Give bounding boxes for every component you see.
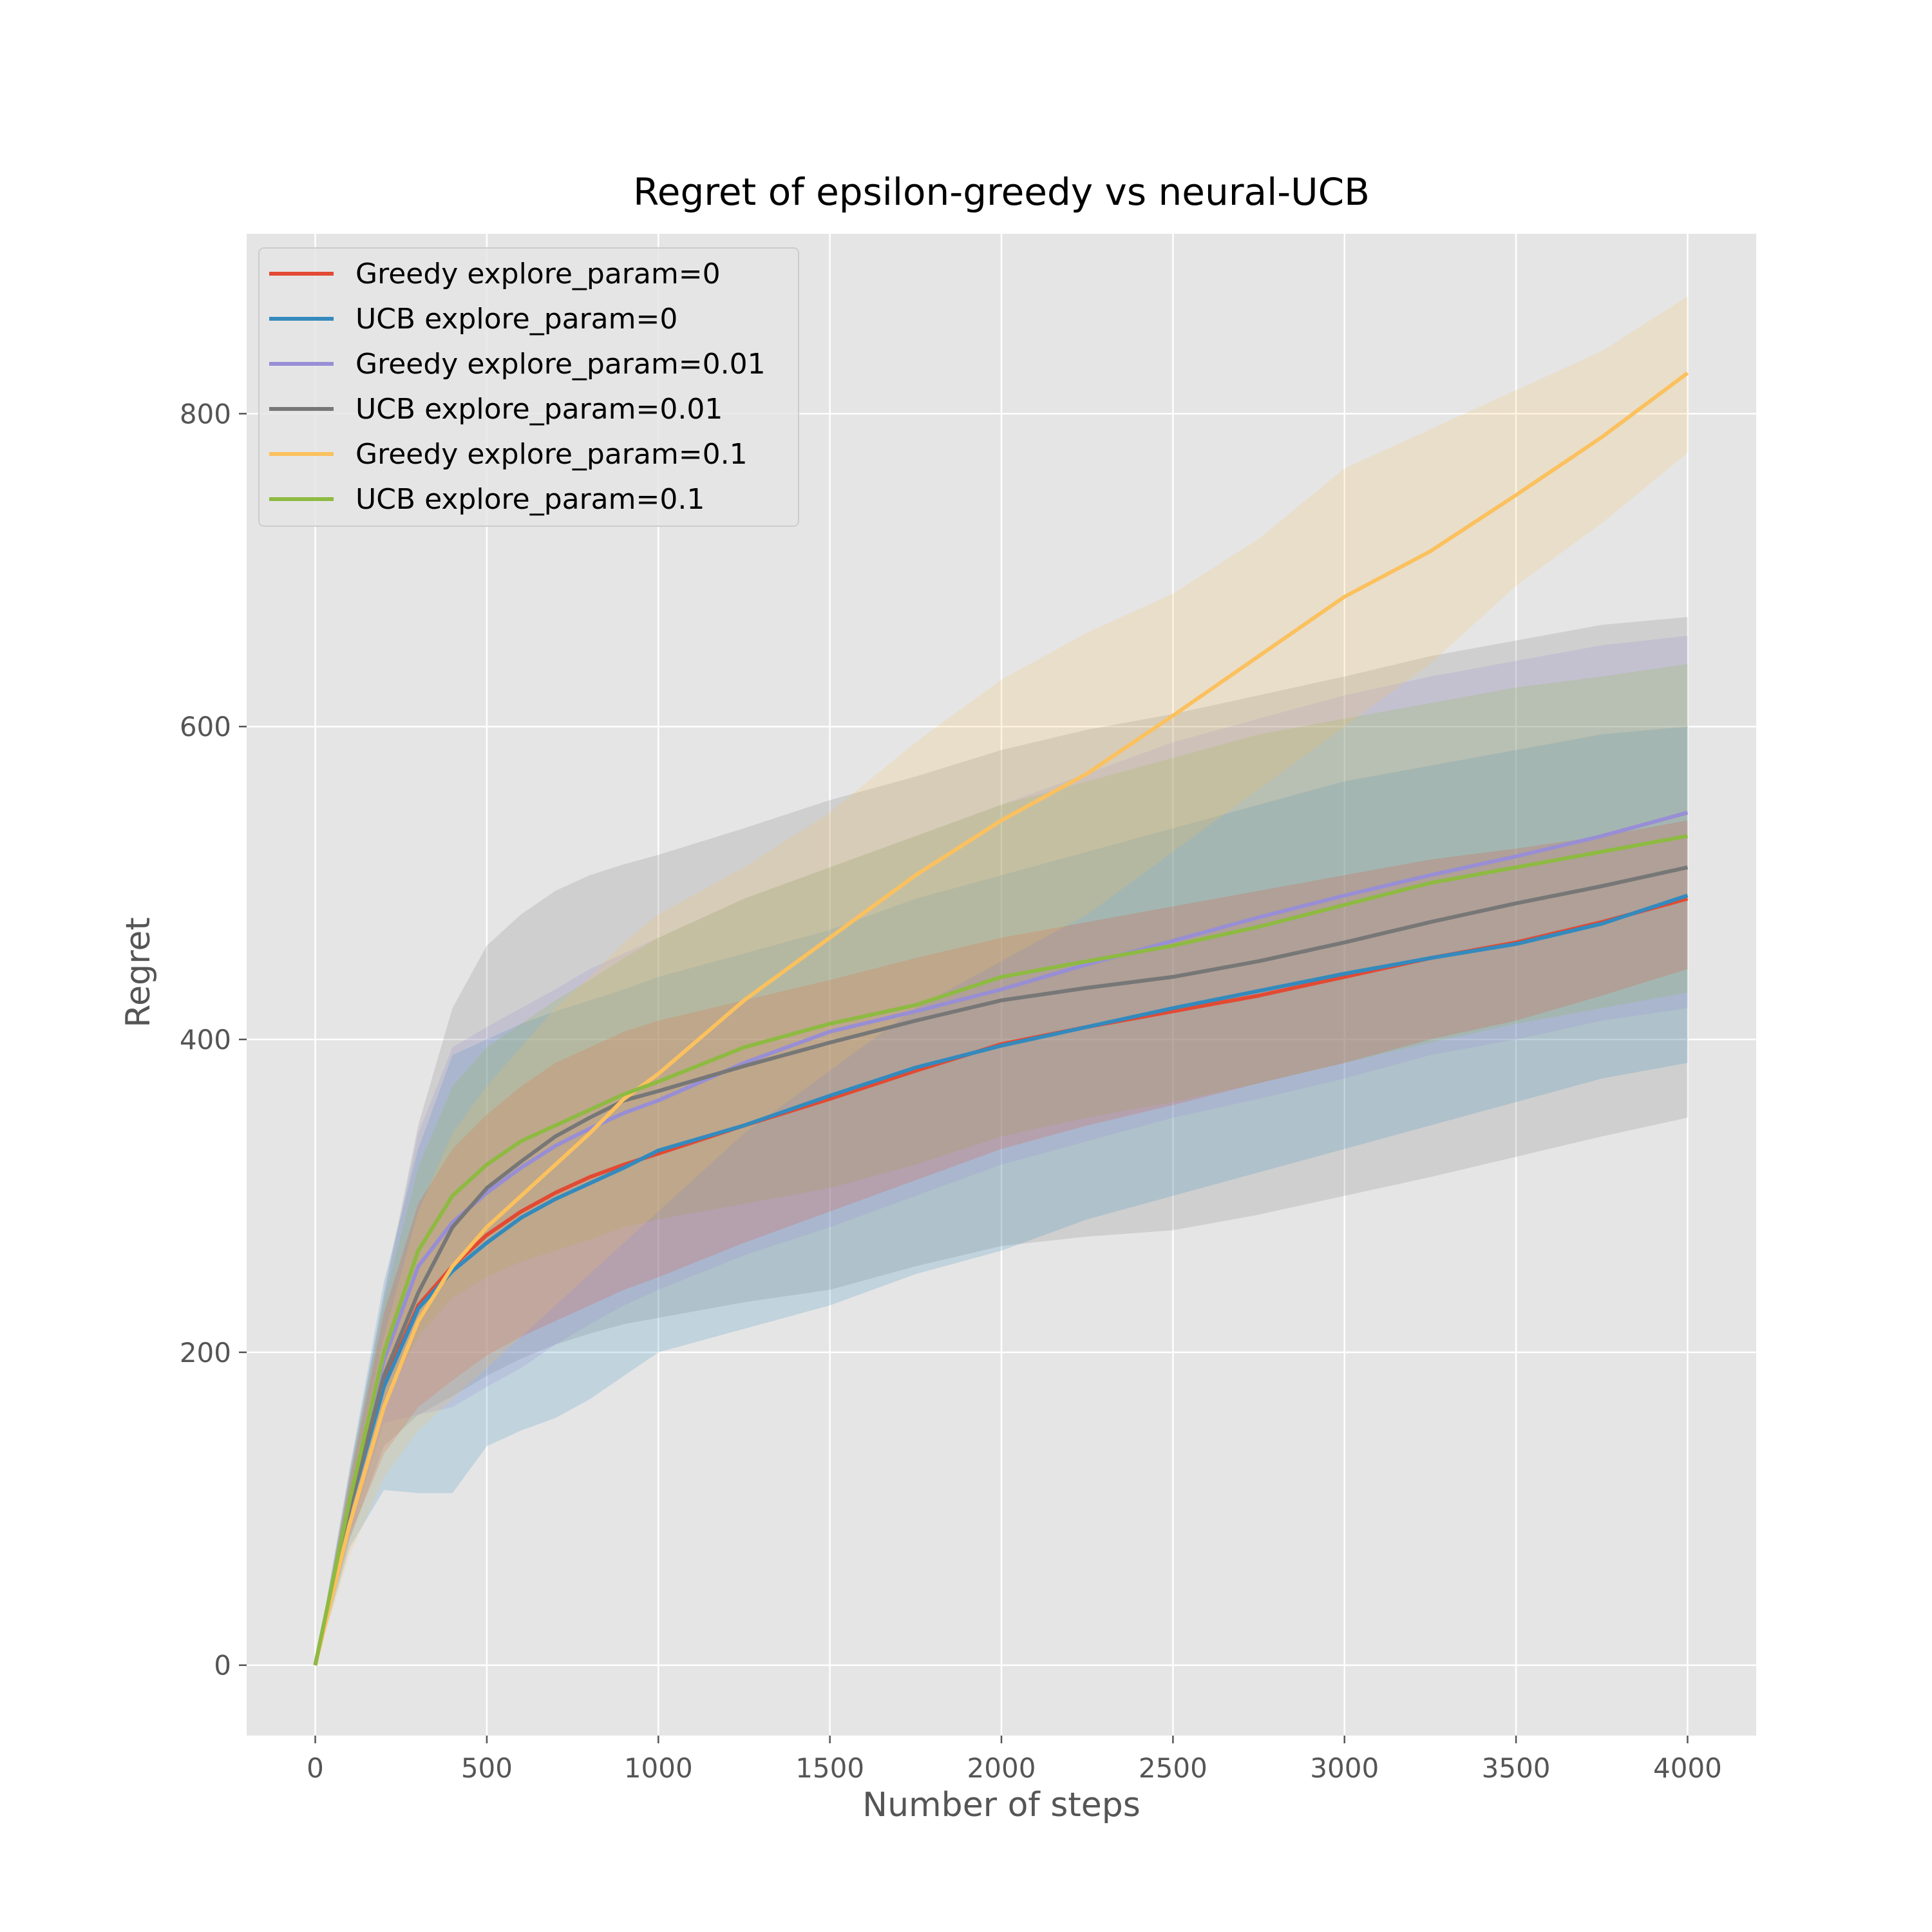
confidence-band <box>315 820 1688 1665</box>
confidence-band <box>315 726 1688 1665</box>
grid-lines <box>247 234 1756 1736</box>
chart-title: Regret of epsilon-greedy vs neural-UCB <box>633 170 1370 214</box>
y-axis-label: Regret <box>119 917 158 1027</box>
x-tick-label: 500 <box>461 1752 513 1784</box>
legend-box <box>258 247 799 527</box>
legend-entry: UCB explore_param=0.1 <box>355 483 705 516</box>
x-tick-label: 1500 <box>795 1752 864 1784</box>
confidence-bands <box>315 296 1688 1665</box>
x-tick-label: 4000 <box>1653 1752 1722 1784</box>
legend-entry: UCB explore_param=0.01 <box>355 393 723 426</box>
legend-entry: Greedy explore_param=0.01 <box>355 348 766 381</box>
legend: Greedy explore_param=0 UCB explore_param=… <box>258 247 799 527</box>
legend-entry: Greedy explore_param=0.1 <box>355 438 748 471</box>
x-tick-label: 1000 <box>624 1752 693 1784</box>
x-tick-label: 0 <box>307 1752 324 1784</box>
x-axis-label: Number of steps <box>862 1786 1141 1824</box>
y-tick-label: 400 <box>180 1024 231 1056</box>
y-axis-ticks: 0 200 400 600 800 <box>180 398 247 1681</box>
x-tick-label: 2500 <box>1139 1752 1208 1784</box>
x-tick-label: 2000 <box>967 1752 1036 1784</box>
series-lines <box>313 371 1689 1666</box>
confidence-band <box>315 617 1688 1665</box>
confidence-band <box>315 296 1688 1665</box>
y-tick-label: 600 <box>180 711 231 743</box>
series-line <box>313 810 1689 1666</box>
series-line <box>313 865 1689 1666</box>
series-line <box>313 371 1689 1666</box>
x-tick-label: 3500 <box>1482 1752 1551 1784</box>
y-tick-label: 0 <box>214 1650 231 1681</box>
x-tick-label: 3000 <box>1310 1752 1379 1784</box>
y-tick-label: 200 <box>180 1337 231 1368</box>
x-axis-ticks: 0 500 1000 1500 2000 2500 3000 3500 4000 <box>307 1736 1722 1784</box>
legend-entry: UCB explore_param=0 <box>355 303 677 336</box>
y-tick-label: 800 <box>180 398 231 430</box>
legend-entry: Greedy explore_param=0 <box>355 258 721 290</box>
confidence-band <box>315 664 1688 1665</box>
confidence-band <box>315 636 1688 1665</box>
series-line <box>313 834 1689 1666</box>
